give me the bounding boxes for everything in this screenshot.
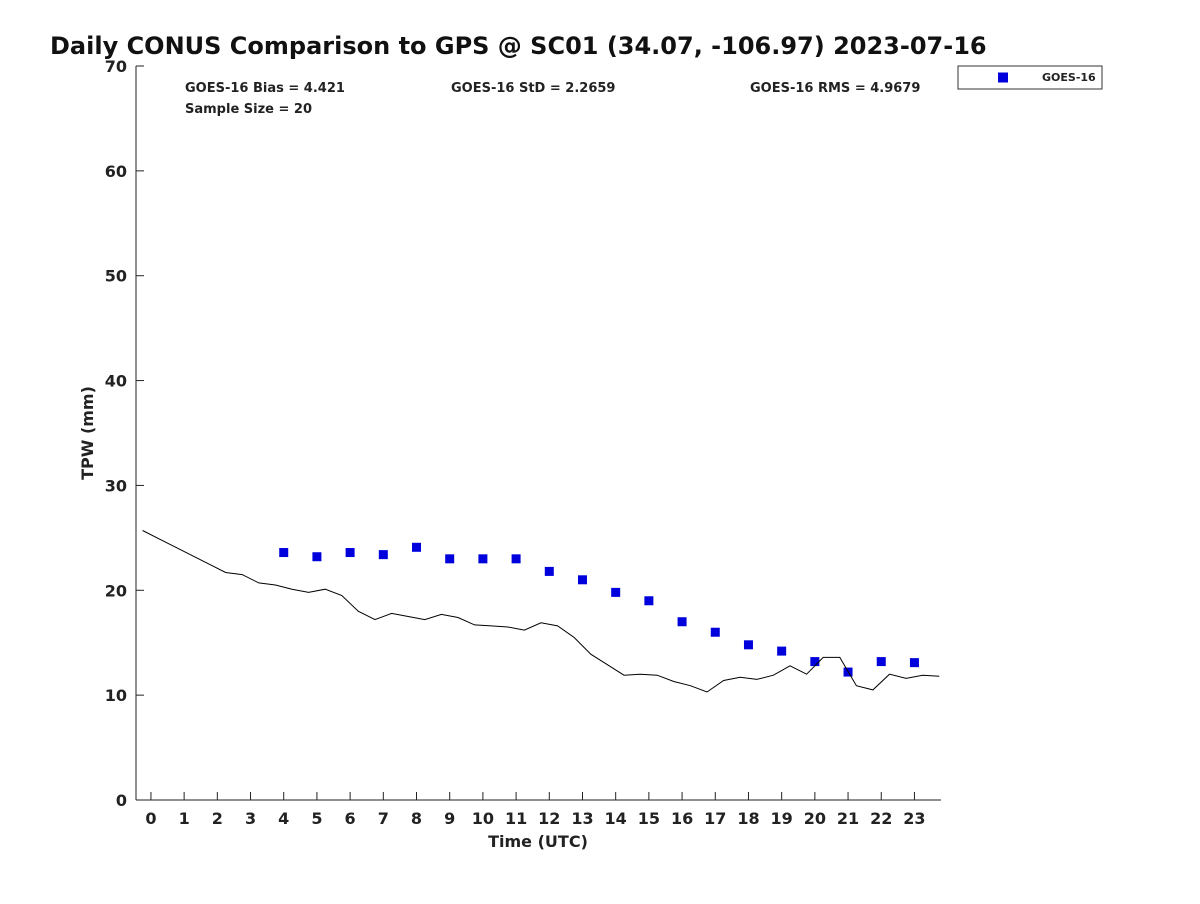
y-tick-label: 0: [116, 791, 127, 810]
x-tick-label: 11: [505, 809, 527, 828]
x-tick-label: 14: [605, 809, 627, 828]
goes16-point: [876, 657, 886, 667]
goes16-point: [810, 657, 820, 667]
goes16-point: [345, 548, 355, 558]
gps-line: [142, 530, 940, 693]
legend-box: [957, 65, 1103, 90]
y-tick-label: 50: [105, 267, 127, 286]
x-tick-label: 16: [671, 809, 693, 828]
goes16-point: [544, 566, 554, 576]
goes16-point: [378, 550, 388, 560]
x-tick-label: 6: [345, 809, 356, 828]
goes16-point: [677, 617, 687, 627]
x-tick-label: 8: [411, 809, 422, 828]
chart-title: Daily CONUS Comparison to GPS @ SC01 (34…: [50, 32, 987, 60]
goes16-point: [412, 542, 422, 552]
y-axis-label: TPW (mm): [78, 386, 97, 480]
x-tick-label: 15: [638, 809, 660, 828]
y-tick-label: 20: [105, 581, 127, 600]
goes16-point: [445, 554, 455, 564]
goes16-point: [644, 596, 654, 606]
y-tick-label: 40: [105, 372, 127, 391]
goes16-point: [743, 640, 753, 650]
legend-marker-goes16: [998, 72, 1008, 83]
x-tick-label: 18: [737, 809, 759, 828]
goes16-point: [909, 658, 919, 668]
goes16-point: [710, 627, 720, 637]
x-tick-label: 7: [378, 809, 389, 828]
x-axis-label: Time (UTC): [488, 832, 588, 851]
x-tick-label: 13: [571, 809, 593, 828]
stat-sample-size: Sample Size = 20: [185, 102, 312, 117]
goes16-point: [577, 575, 587, 585]
goes16-point: [279, 548, 289, 558]
x-tick-label: 23: [903, 809, 925, 828]
x-tick-label: 4: [278, 809, 289, 828]
x-tick-label: 17: [704, 809, 726, 828]
stat-rms: GOES-16 RMS = 4.9679: [750, 81, 920, 96]
stat-std: GOES-16 StD = 2.2659: [451, 81, 615, 96]
x-tick-label: 19: [771, 809, 793, 828]
x-tick-label: 5: [311, 809, 322, 828]
legend-label-goes16: GOES-16: [1042, 71, 1096, 84]
y-tick-label: 60: [105, 162, 127, 181]
x-tick-label: 1: [179, 809, 190, 828]
goes16-point: [478, 554, 488, 564]
x-tick-label: 0: [145, 809, 156, 828]
x-tick-label: 20: [804, 809, 826, 828]
x-tick-label: 10: [472, 809, 494, 828]
stat-bias: GOES-16 Bias = 4.421: [185, 81, 345, 96]
x-tick-label: 22: [870, 809, 892, 828]
x-tick-label: 2: [212, 809, 223, 828]
y-tick-label: 70: [105, 57, 127, 76]
y-tick-label: 30: [105, 476, 127, 495]
x-tick-label: 3: [245, 809, 256, 828]
goes16-point: [511, 554, 521, 564]
x-tick-label: 21: [837, 809, 859, 828]
goes16-point: [312, 552, 322, 562]
y-tick-label: 10: [105, 686, 127, 705]
x-tick-label: 12: [538, 809, 560, 828]
goes16-point: [777, 646, 787, 656]
x-tick-label: 9: [444, 809, 455, 828]
goes16-point: [611, 587, 621, 597]
legend: GOES-16: [957, 65, 1103, 90]
